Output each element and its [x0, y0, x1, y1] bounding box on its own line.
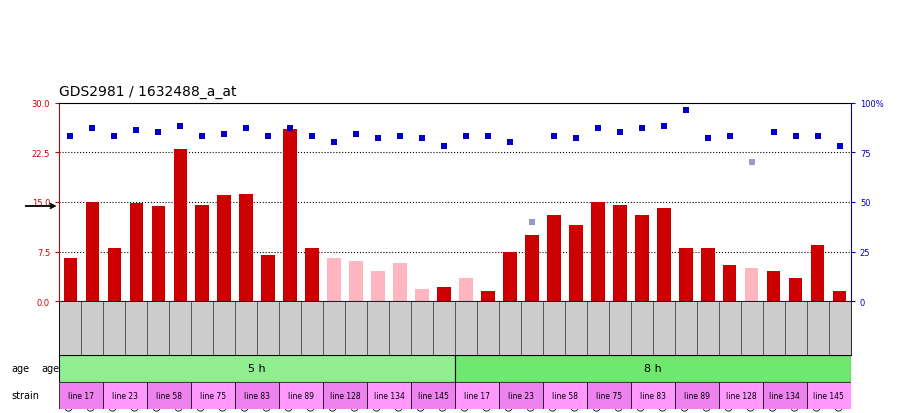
- Bar: [279, 382, 323, 409]
- Bar: [438, 287, 450, 301]
- Text: line 75: line 75: [200, 391, 227, 400]
- Text: line 58: line 58: [157, 391, 182, 400]
- Bar: [411, 382, 455, 409]
- Bar: [460, 278, 472, 301]
- Bar: [834, 292, 846, 301]
- Bar: [812, 245, 824, 301]
- Bar: [543, 382, 587, 409]
- Bar: [349, 262, 362, 301]
- Text: GDS2981 / 1632488_a_at: GDS2981 / 1632488_a_at: [59, 85, 237, 99]
- Bar: [235, 382, 279, 409]
- Text: line 145: line 145: [814, 391, 844, 400]
- Bar: [570, 225, 582, 301]
- Bar: [455, 382, 499, 409]
- Bar: [174, 150, 187, 301]
- Text: line 17: line 17: [464, 391, 490, 400]
- Text: line 128: line 128: [725, 391, 756, 400]
- Bar: [147, 382, 191, 409]
- Text: line 83: line 83: [244, 391, 270, 400]
- Bar: [284, 130, 297, 301]
- Bar: [767, 272, 781, 301]
- Text: line 58: line 58: [552, 391, 578, 400]
- Bar: [371, 272, 385, 301]
- Text: age: age: [12, 363, 30, 374]
- Bar: [239, 195, 253, 301]
- Bar: [657, 209, 671, 301]
- Bar: [393, 263, 407, 301]
- Bar: [64, 259, 76, 301]
- Bar: [261, 255, 275, 301]
- Text: line 23: line 23: [508, 391, 534, 400]
- Text: line 134: line 134: [770, 391, 800, 400]
- Bar: [86, 202, 98, 301]
- Bar: [107, 249, 121, 301]
- Text: line 23: line 23: [112, 391, 138, 400]
- Bar: [525, 235, 539, 301]
- Bar: [548, 216, 561, 301]
- Bar: [367, 382, 411, 409]
- Bar: [807, 382, 851, 409]
- Text: line 134: line 134: [374, 391, 404, 400]
- Text: line 89: line 89: [684, 391, 710, 400]
- Bar: [196, 206, 208, 301]
- Text: 8 h: 8 h: [644, 363, 662, 374]
- Bar: [702, 249, 714, 301]
- Bar: [59, 382, 103, 409]
- Bar: [723, 265, 736, 301]
- Bar: [328, 259, 340, 301]
- Bar: [151, 206, 165, 301]
- Bar: [499, 382, 543, 409]
- Bar: [679, 249, 693, 301]
- Bar: [323, 382, 367, 409]
- Text: line 128: line 128: [329, 391, 360, 400]
- Text: 5 h: 5 h: [248, 363, 266, 374]
- Bar: [217, 196, 231, 301]
- Bar: [306, 249, 318, 301]
- Bar: [675, 382, 719, 409]
- Bar: [481, 292, 495, 301]
- Bar: [745, 268, 759, 301]
- Bar: [719, 382, 763, 409]
- Text: line 75: line 75: [596, 391, 622, 400]
- Bar: [503, 252, 517, 301]
- Bar: [763, 382, 807, 409]
- Bar: [635, 216, 649, 301]
- Bar: [129, 204, 143, 301]
- Bar: [613, 206, 627, 301]
- Bar: [592, 202, 604, 301]
- Bar: [59, 355, 455, 382]
- Bar: [103, 382, 147, 409]
- Bar: [789, 278, 803, 301]
- Bar: [587, 382, 631, 409]
- Bar: [631, 382, 675, 409]
- Bar: [415, 290, 429, 301]
- Text: line 145: line 145: [418, 391, 449, 400]
- Text: line 89: line 89: [288, 391, 314, 400]
- Text: strain: strain: [12, 390, 40, 401]
- Text: line 17: line 17: [68, 391, 94, 400]
- Bar: [455, 355, 851, 382]
- Bar: [191, 382, 235, 409]
- Text: age: age: [41, 363, 59, 374]
- Text: line 83: line 83: [640, 391, 666, 400]
